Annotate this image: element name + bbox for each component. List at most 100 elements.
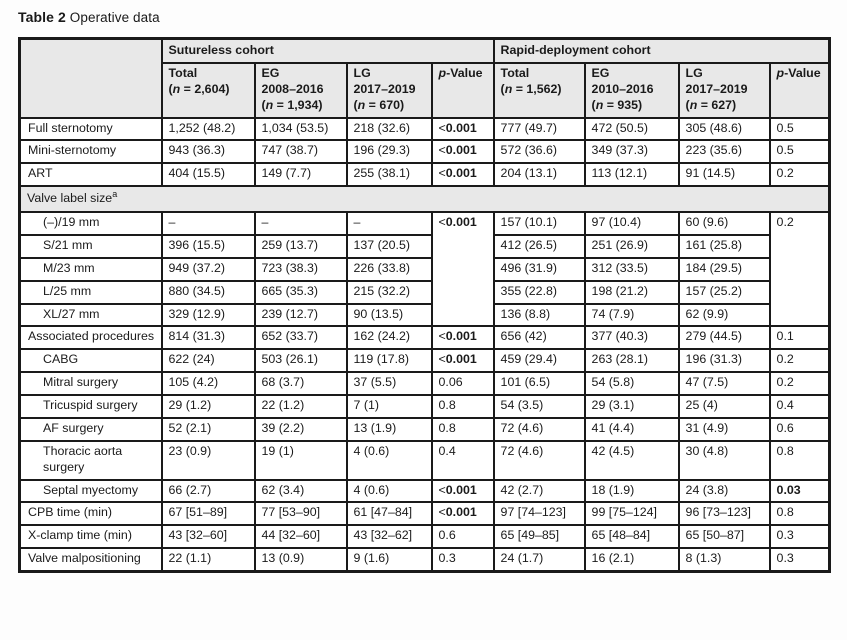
data-cell: 349 (37.3) xyxy=(583,139,680,165)
data-cell: 329 (12.9) xyxy=(160,302,256,328)
data-cell: 355 (22.8) xyxy=(492,279,586,305)
corner-cell xyxy=(18,37,163,119)
table-number: Table 2 xyxy=(18,9,66,25)
data-cell: 22 (1.1) xyxy=(160,547,256,573)
data-cell: 4 (0.6) xyxy=(345,478,433,504)
data-cell: <0.001 xyxy=(430,325,495,351)
data-cell: 74 (7.9) xyxy=(583,302,680,328)
data-cell: 747 (38.7) xyxy=(253,139,348,165)
row-label: Associated procedures xyxy=(18,325,163,351)
data-cell: <0.001 xyxy=(430,501,495,527)
row-label: CPB time (min) xyxy=(18,501,163,527)
data-cell: 137 (20.5) xyxy=(345,233,433,259)
column-header: p-Value xyxy=(430,61,495,119)
data-cell: 162 (24.2) xyxy=(345,325,433,351)
data-cell: 99 [75–124] xyxy=(583,501,680,527)
column-header: EG 2008–2016 (n = 1,934) xyxy=(253,61,348,119)
p-value-cell: 0.2 xyxy=(768,210,831,328)
column-header: LG 2017–2019 (n = 670) xyxy=(345,61,433,119)
data-cell: 161 (25.8) xyxy=(677,233,771,259)
data-cell: 943 (36.3) xyxy=(160,139,256,165)
data-cell: <0.001 xyxy=(430,162,495,188)
table-row: XL/27 mm 329 (12.9) 239 (12.7) 90 (13.5) 136… xyxy=(18,302,830,328)
data-cell: 62 (3.4) xyxy=(253,478,348,504)
table-row: M/23 mm 949 (37.2) 723 (38.3) 226 (33.8) 496… xyxy=(18,256,830,282)
data-cell: 29 (1.2) xyxy=(160,394,256,419)
data-cell: 459 (29.4) xyxy=(492,348,586,374)
data-cell: 305 (48.6) xyxy=(677,116,771,142)
row-label: Septal myectomy xyxy=(18,478,163,504)
data-cell: 0.8 xyxy=(768,439,831,481)
row-label: Full sternotomy xyxy=(18,116,163,142)
table-body: Full sternotomy 1,252 (48.2) 1,034 (53.5) 2… xyxy=(18,116,831,573)
data-cell: 65 [49–85] xyxy=(492,524,586,550)
row-label: ART xyxy=(18,162,163,188)
data-cell: 13 (0.9) xyxy=(253,547,348,573)
table-header: Sutureless cohort Rapid-deployment cohort… xyxy=(18,37,831,119)
data-cell: 42 (2.7) xyxy=(492,478,586,504)
data-cell: 503 (26.1) xyxy=(253,348,348,374)
data-cell: 279 (44.5) xyxy=(677,325,771,351)
table-title-text: Operative data xyxy=(69,10,160,25)
data-cell: 41 (4.4) xyxy=(583,416,680,442)
data-cell: 0.6 xyxy=(430,524,495,550)
data-cell: 0.5 xyxy=(768,139,831,165)
data-cell: 377 (40.3) xyxy=(583,325,680,351)
table-row: CABG 622 (24) 503 (26.1) 119 (17.8) <0.001 45… xyxy=(18,348,831,374)
data-cell: 90 (13.5) xyxy=(345,302,433,328)
table-row: S/21 mm 396 (15.5) 259 (13.7) 137 (20.5) 412… xyxy=(18,233,830,259)
section-label: Valve label sizea xyxy=(18,185,831,213)
row-label: Tricuspid surgery xyxy=(18,394,163,419)
table-caption: Table 2 Operative data xyxy=(18,9,847,25)
row-label: (–)/19 mm xyxy=(18,211,163,236)
data-cell: 67 [51–89] xyxy=(160,501,256,527)
data-cell: 665 (35.3) xyxy=(253,279,348,305)
data-cell: 0.8 xyxy=(430,416,495,442)
data-cell: 0.4 xyxy=(768,394,831,419)
data-cell: 572 (36.6) xyxy=(492,139,586,165)
data-cell: 72 (4.6) xyxy=(492,439,586,481)
data-cell: <0.001 xyxy=(430,478,495,504)
data-cell: 226 (33.8) xyxy=(345,256,433,282)
data-cell: 196 (29.3) xyxy=(345,139,433,165)
data-cell: 239 (12.7) xyxy=(253,302,348,328)
data-cell: 0.03 xyxy=(768,478,831,504)
data-cell: 39 (2.2) xyxy=(253,416,348,442)
data-cell: 312 (33.5) xyxy=(583,256,680,282)
table-row: Valve malpositioning 22 (1.1) 13 (0.9) 9 (1… xyxy=(18,547,831,573)
table-row: Associated procedures 814 (31.3) 652 (33.7… xyxy=(18,325,831,351)
data-cell: 113 (12.1) xyxy=(583,162,680,188)
column-header: p-Value xyxy=(768,61,831,119)
data-cell: 61 [47–84] xyxy=(345,501,433,527)
table-row: Tricuspid surgery 29 (1.2) 22 (1.2) 7 (1) 0.… xyxy=(18,394,831,419)
data-cell: 777 (49.7) xyxy=(492,116,586,142)
data-cell: 396 (15.5) xyxy=(160,233,256,259)
data-cell: 0.4 xyxy=(430,439,495,481)
row-label: CABG xyxy=(18,348,163,374)
data-cell: 0.1 xyxy=(768,325,831,351)
data-cell: 65 [50–87] xyxy=(677,524,771,550)
data-cell: 652 (33.7) xyxy=(253,325,348,351)
data-cell: 65 [48–84] xyxy=(583,524,680,550)
table-row: (–)/19 mm – – – <0.001 157 (10.1) 97 (10.4) 60 … xyxy=(18,210,831,328)
row-label: Thoracic aorta surgery xyxy=(18,439,163,481)
column-header-row: Total (n = 2,604) EG 2008–2016 (n = 1,934) LG… xyxy=(20,61,831,119)
group-header-row: Sutureless cohort Rapid-deployment cohort xyxy=(18,37,831,119)
row-label: S/21 mm xyxy=(18,233,163,259)
row-label: Valve malpositioning xyxy=(18,547,163,573)
data-cell: 0.2 xyxy=(768,371,831,396)
column-header: EG 2010–2016 (n = 935) xyxy=(583,61,680,119)
data-cell: 0.3 xyxy=(768,524,831,550)
column-header: Total (n = 2,604) xyxy=(160,61,256,119)
data-cell: 0.2 xyxy=(768,348,831,374)
data-cell: 496 (31.9) xyxy=(492,256,586,282)
data-cell: 47 (7.5) xyxy=(677,371,771,396)
table-row: Full sternotomy 1,252 (48.2) 1,034 (53.5) 2… xyxy=(18,116,831,142)
data-cell: 44 [32–60] xyxy=(253,524,348,550)
data-cell: 25 (4) xyxy=(677,394,771,419)
data-cell: 472 (50.5) xyxy=(583,116,680,142)
p-value-cell: <0.001 xyxy=(430,210,495,328)
data-cell: 72 (4.6) xyxy=(492,416,586,442)
data-cell: 43 [32–60] xyxy=(160,524,256,550)
data-cell: 24 (3.8) xyxy=(677,478,771,504)
